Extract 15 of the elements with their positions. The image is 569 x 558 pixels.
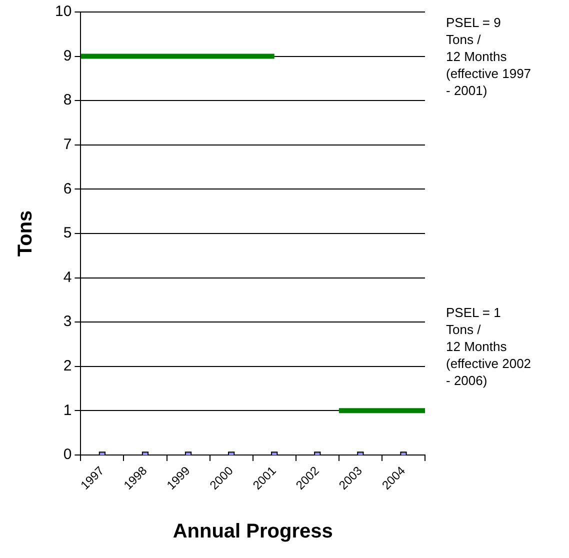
- y-tick-label: 4: [63, 268, 72, 286]
- y-tick-label: 10: [54, 3, 72, 20]
- y-tick-label: 1: [63, 402, 72, 419]
- y-tick-label: 7: [63, 136, 72, 154]
- x-axis-title: Annual Progress: [172, 520, 333, 543]
- text: PSEL = 1 Tons / 12 Months (effective 2002 - 2006): [446, 304, 532, 389]
- y-tick-label: 3: [63, 313, 72, 330]
- y-axis-title: Tons: [14, 210, 37, 257]
- y-tick-label: 8: [63, 92, 72, 109]
- text: PSEL = 9 Tons / 12 Months (effective 1997 - 2001): [446, 14, 532, 99]
- y-tick-label: 9: [63, 47, 72, 64]
- y-tick-label: 5: [63, 224, 72, 242]
- y-tick-label: 2: [63, 357, 72, 374]
- y-tick-label: 0: [63, 446, 72, 464]
- y-tick-label: 6: [63, 180, 72, 198]
